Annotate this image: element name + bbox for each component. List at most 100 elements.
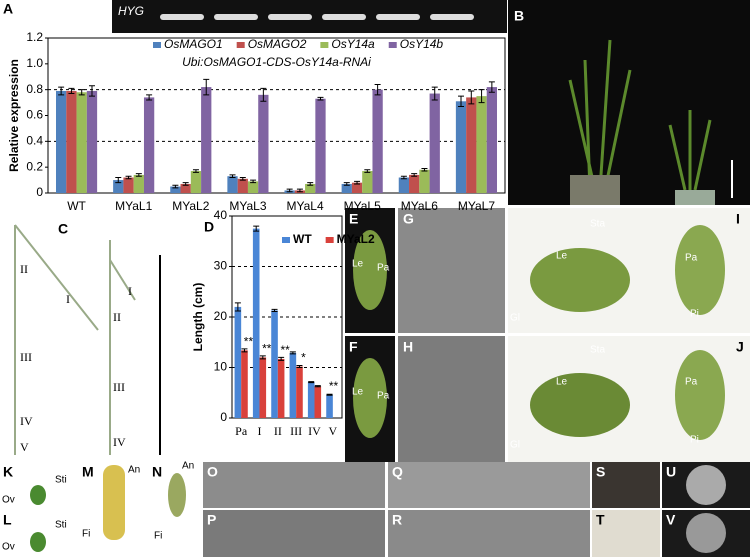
error-bar	[296, 188, 303, 193]
bar	[76, 92, 87, 193]
panel-label: B	[514, 8, 524, 24]
annotation: I	[128, 284, 132, 298]
legend-swatch	[236, 42, 245, 48]
x-tick-label: IV	[308, 424, 321, 438]
bar	[409, 174, 420, 193]
bar	[86, 90, 98, 193]
annotation: Ov	[2, 495, 15, 506]
x-tick-label: MYaL6	[401, 199, 438, 213]
error-bar	[458, 95, 465, 107]
annotation: I	[66, 292, 70, 306]
panel-label: E	[349, 211, 358, 227]
annotation: Pi	[690, 309, 699, 320]
legend-swatch	[320, 42, 329, 48]
legend-label: OsMAGO1	[164, 37, 223, 51]
error-bar	[192, 169, 199, 173]
error-bar	[431, 86, 438, 101]
x-tick-label: WT	[67, 199, 86, 213]
bar	[113, 180, 124, 193]
error-bar	[278, 356, 285, 361]
annotation: II	[113, 310, 121, 324]
y-tick-label: 0.4	[26, 134, 43, 148]
bar	[419, 169, 430, 193]
error-bar	[354, 180, 361, 185]
legend-label: MYaL2	[337, 232, 375, 246]
error-bar	[307, 182, 314, 186]
y-tick-label: 10	[214, 360, 228, 374]
error-bar	[468, 90, 475, 105]
error-bar	[478, 89, 485, 104]
x-tick-label: MYaL2	[172, 199, 209, 213]
annotation: An	[182, 461, 194, 472]
photo-labels: Le Pa Le Pa Sta Le Pa Pi Gl Sta Le Pa Pi…	[2, 219, 699, 553]
annotation: Pa	[685, 377, 698, 388]
x-tick-label: II	[274, 424, 282, 438]
error-bar	[229, 174, 236, 178]
bar	[315, 98, 326, 193]
panel-label: D	[204, 219, 214, 235]
annotation: Le	[556, 251, 568, 262]
legend-swatch	[153, 42, 161, 48]
error-bar	[364, 169, 371, 173]
annotation: Sti	[55, 520, 67, 531]
legend-swatch	[325, 237, 334, 243]
gel-bands	[160, 14, 474, 20]
annotation: Pa	[685, 253, 698, 264]
annotation: Le	[352, 387, 364, 398]
y-axis-label: Relative expression	[7, 59, 21, 172]
bar	[55, 90, 67, 193]
legend-label: OsY14b	[400, 37, 444, 51]
panel-label: P	[207, 512, 216, 528]
panel-label: I	[736, 211, 740, 227]
legend-label: WT	[293, 232, 312, 246]
legend-swatch	[282, 237, 290, 243]
bar	[296, 366, 303, 418]
error-bar	[241, 348, 248, 353]
error-bar	[271, 308, 278, 312]
bar	[66, 90, 77, 193]
bar	[143, 97, 155, 193]
error-bar	[172, 184, 179, 189]
panel-label: C	[58, 221, 68, 237]
panel-label: S	[596, 464, 605, 480]
error-bar	[239, 177, 246, 181]
error-bar	[314, 385, 321, 388]
panel-label: O	[207, 464, 218, 480]
bar	[314, 386, 322, 418]
error-bar	[411, 173, 418, 177]
bar	[201, 87, 212, 193]
bar	[234, 306, 242, 418]
x-tick-label: MYaL5	[344, 199, 381, 213]
error-bar	[135, 173, 142, 177]
error-bar	[343, 182, 350, 186]
annotation: IV	[20, 414, 33, 428]
x-tick-label: MYaL1	[115, 199, 152, 213]
bar	[429, 93, 440, 193]
gel-label: HYG	[118, 4, 144, 18]
bar	[247, 181, 259, 193]
panel-label: N	[152, 464, 162, 480]
panel-label: A	[3, 1, 13, 17]
y-tick-label: 0	[220, 410, 227, 424]
panel-label: H	[403, 339, 413, 355]
stem-labels: II I III IV V I II III IV	[20, 262, 132, 454]
panel-label: Q	[392, 464, 403, 480]
panel-labels: A B C D E F G H I J K L M N O P Q R S T …	[3, 1, 744, 528]
error-bar	[234, 302, 241, 312]
error-bar	[260, 87, 267, 102]
bar	[466, 97, 477, 193]
bar	[476, 96, 487, 193]
bar	[307, 382, 315, 418]
annotation: Pa	[377, 391, 390, 402]
bar	[237, 178, 248, 193]
y-tick-label: 1.2	[26, 30, 43, 44]
bar	[190, 171, 202, 193]
panel-label: U	[666, 464, 676, 480]
y-tick-label: 1.0	[26, 56, 43, 70]
error-bar	[326, 393, 333, 396]
error-bar	[289, 351, 296, 355]
x-tick-label: I	[258, 424, 262, 438]
significance-label: **	[262, 342, 272, 356]
bar	[170, 186, 181, 193]
y-tick-label: 0	[36, 185, 43, 199]
